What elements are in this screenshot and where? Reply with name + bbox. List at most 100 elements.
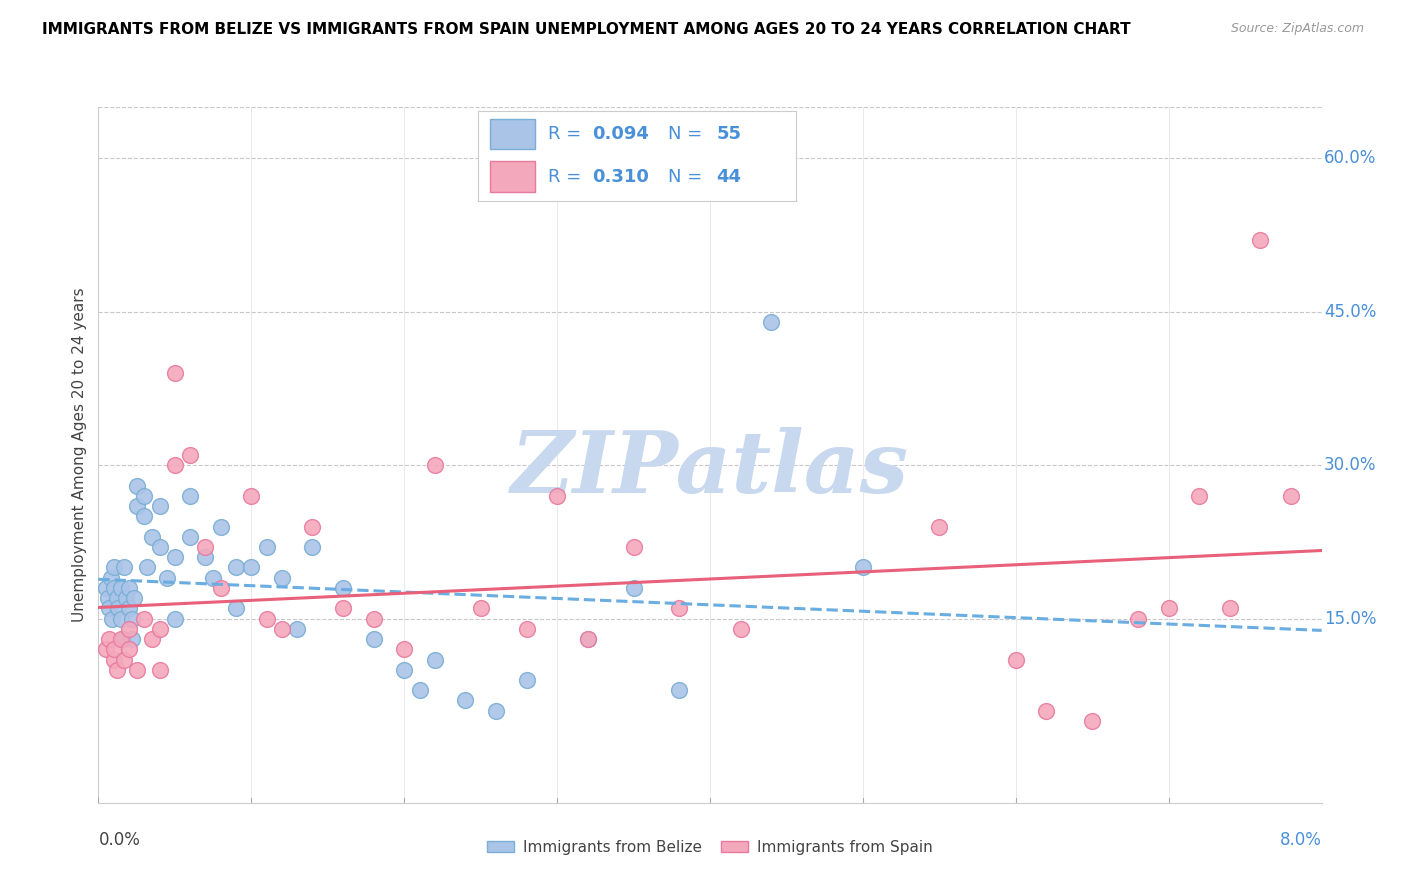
Legend: Immigrants from Belize, Immigrants from Spain: Immigrants from Belize, Immigrants from … [481,834,939,862]
Point [112,560,135,574]
Point [112,652,135,666]
Point [179,448,201,462]
Text: 30.0%: 30.0% [1324,456,1376,475]
Point [149,540,172,554]
Point [156,571,179,585]
Point [408,683,430,698]
Point [1004,652,1026,666]
Point [240,560,263,574]
Point [1249,233,1271,247]
Point [141,632,163,646]
Point [301,540,323,554]
Point [423,458,446,472]
Point [97,591,120,606]
Point [94,581,117,595]
Point [423,652,446,666]
Point [1081,714,1104,728]
Point [163,550,186,565]
Text: 45.0%: 45.0% [1324,302,1376,321]
Point [134,489,156,503]
Point [1279,489,1302,503]
Point [332,581,354,595]
Text: 15.0%: 15.0% [1324,609,1376,628]
Point [576,632,599,646]
Point [134,509,156,524]
Point [285,622,308,636]
Point [149,622,172,636]
Point [103,652,125,666]
Text: 0.0%: 0.0% [98,830,141,848]
Point [163,366,186,380]
Point [623,540,645,554]
Point [179,530,201,544]
Point [149,499,172,513]
Point [392,642,416,657]
Point [141,530,163,544]
Point [392,663,416,677]
Point [668,601,690,615]
Point [1188,489,1211,503]
Point [125,663,148,677]
Point [103,560,125,574]
Point [100,571,122,585]
Point [225,560,247,574]
Point [111,632,134,646]
Point [179,489,201,503]
Text: Source: ZipAtlas.com: Source: ZipAtlas.com [1230,22,1364,36]
Text: ZIPatlas: ZIPatlas [510,427,910,510]
Point [110,612,132,626]
Point [363,632,385,646]
Point [363,612,385,626]
Point [256,540,278,554]
Point [110,581,132,595]
Point [1035,704,1057,718]
Point [256,612,278,626]
Point [118,581,141,595]
Point [454,693,477,707]
Text: 8.0%: 8.0% [1279,830,1322,848]
Point [270,571,294,585]
Point [516,673,538,687]
Point [202,571,225,585]
Point [332,601,354,615]
Point [623,581,645,595]
Point [668,683,690,698]
Point [576,632,599,646]
Point [122,591,145,606]
Point [240,489,263,503]
Point [121,632,143,646]
Point [1219,601,1241,615]
Point [118,622,141,636]
Point [98,632,121,646]
Y-axis label: Unemployment Among Ages 20 to 24 years: Unemployment Among Ages 20 to 24 years [72,287,87,623]
Point [94,642,117,657]
Text: IMMIGRANTS FROM BELIZE VS IMMIGRANTS FROM SPAIN UNEMPLOYMENT AMONG AGES 20 TO 24: IMMIGRANTS FROM BELIZE VS IMMIGRANTS FRO… [42,22,1130,37]
Point [118,642,141,657]
Point [110,632,132,646]
Point [194,550,217,565]
Point [103,581,125,595]
Point [118,601,141,615]
Point [546,489,568,503]
Point [301,519,323,533]
Point [194,540,217,554]
Point [209,519,232,533]
Point [209,581,232,595]
Point [98,601,121,615]
Point [730,622,752,636]
Point [149,663,172,677]
Point [163,458,186,472]
Point [163,612,186,626]
Point [107,601,129,615]
Point [516,622,538,636]
Point [121,612,143,626]
Point [470,601,492,615]
Point [270,622,294,636]
Point [759,315,782,329]
Point [103,642,125,657]
Point [115,591,138,606]
Point [1128,612,1150,626]
Point [125,478,148,492]
Point [225,601,247,615]
Point [101,612,124,626]
